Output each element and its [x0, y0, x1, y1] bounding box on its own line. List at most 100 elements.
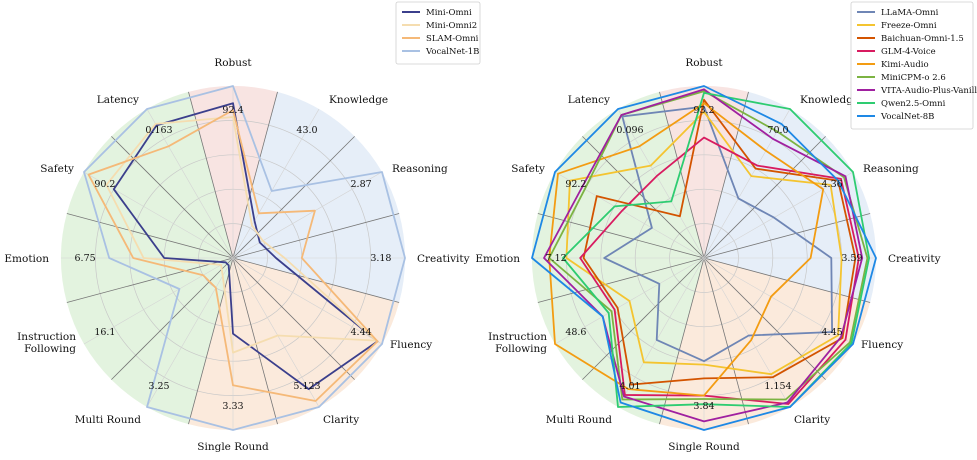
axis-label-multi-round: Multi Round — [75, 414, 142, 426]
axis-max-multi-round: 4.01 — [619, 381, 640, 392]
axis-label-safety: Safety — [511, 163, 545, 175]
axis-max-single-round: 3.33 — [222, 401, 243, 412]
axis-label-safety: Safety — [40, 163, 74, 175]
axis-label-emotion: Emotion — [475, 253, 520, 265]
sector-divider — [232, 213, 400, 259]
axis-label-knowledge: Knowledge — [800, 94, 859, 106]
radar-chart-right: 93.2 70.0 4.36 3.59 4.45 1.154 3.84 4.01 48.6 7.1… — [475, 57, 940, 453]
legend-right: LLaMA-Omni Freeze-Omni Baichuan-Omni-1.5 GL… — [850, 1, 977, 130]
axis-max-knowledge: 43.0 — [296, 125, 317, 136]
series-mini-omni — [112, 102, 379, 391]
sector-divider — [111, 257, 234, 380]
axis-max-emotion: 7.12 — [546, 253, 567, 264]
legend-label-vita-audio-plus-vanilla: VITA-Audio-Plus-Vanilla — [880, 86, 977, 96]
axis-label-reasoning: Reasoning — [392, 163, 448, 175]
axis-line-fluency — [232, 257, 383, 345]
sector-divider — [232, 136, 355, 259]
legend-label-freeze-omni: Freeze-Omni — [881, 21, 937, 31]
axis-max-knowledge: 70.0 — [767, 125, 788, 136]
axis-max-creativity: 3.59 — [841, 253, 862, 264]
legend-label-minicpm-o-2-6: MiniCPM-o 2.6 — [881, 73, 946, 83]
sector-divider — [537, 257, 705, 303]
axis-max-reasoning: 4.36 — [822, 179, 843, 190]
axis-label-creativity: Creativity — [888, 253, 941, 265]
axis-label-single-round: Single Round — [197, 441, 269, 453]
axis-label-clarity: Clarity — [794, 414, 830, 426]
legend-label-mini-omni2: Mini-Omni2 — [426, 21, 477, 31]
axis-max-emotion: 6.75 — [75, 253, 96, 264]
axis-label-instruction-following: Instruction Following — [488, 331, 547, 355]
axis-label-fluency: Fluency — [861, 339, 903, 351]
axis-label-latency: Latency — [97, 94, 139, 106]
legend-label-qwen2-5-omni: Qwen2.5-Omni — [881, 99, 946, 109]
axis-line-safety — [554, 171, 705, 259]
sector-divider — [111, 136, 234, 259]
legend-label-vocalnet-8b: VocalNet-8B — [880, 112, 934, 122]
series-qwen2-5-omni — [562, 92, 870, 408]
axis-line-clarity — [703, 257, 791, 408]
sector-divider — [232, 257, 278, 425]
sector-divider — [537, 213, 705, 259]
axis-max-fluency: 4.45 — [822, 327, 843, 338]
axis-max-instruction-following: 48.6 — [565, 327, 586, 338]
sector-divider — [66, 213, 234, 259]
axis-label-fluency: Fluency — [390, 339, 432, 351]
axis-max-safety: 92.2 — [565, 179, 586, 190]
axis-label-emotion: Emotion — [4, 253, 49, 265]
sector-divider — [659, 257, 705, 425]
sector-divider — [703, 213, 871, 259]
axis-max-safety: 90.2 — [94, 179, 115, 190]
series-vita-audio-plus-vanilla — [543, 88, 864, 423]
series-kimi-audio — [548, 102, 825, 397]
axis-line-safety — [83, 171, 234, 259]
legend-label-baichuan-omni-1-5: Baichuan-Omni-1.5 — [881, 34, 964, 44]
sector-divider — [232, 91, 278, 259]
axis-max-single-round: 3.84 — [693, 401, 714, 412]
axis-label-robust: Robust — [214, 57, 252, 69]
series-vocalnet-8b — [531, 85, 877, 431]
axis-line-reasoning — [232, 171, 383, 259]
axis-max-clarity: 5.123 — [293, 381, 320, 392]
axis-label-knowledge: Knowledge — [329, 94, 388, 106]
sector-divider — [582, 257, 705, 380]
legend-label-mini-omni: Mini-Omni — [426, 8, 472, 18]
axis-label-robust: Robust — [685, 57, 723, 69]
axis-max-clarity: 1.154 — [764, 381, 791, 392]
axis-line-reasoning — [703, 171, 854, 259]
series-freeze-omni — [565, 110, 843, 376]
legend-box — [850, 1, 974, 130]
radar-chart-left: 92.4 43.0 2.87 3.18 4.44 5.123 3.33 3.25 16.1 6.7… — [4, 57, 469, 453]
axis-line-latency — [146, 108, 234, 259]
axis-line-knowledge — [703, 108, 791, 259]
legend-left: Mini-Omni Mini-Omni2 SLAM-Omni VocalNet-1B — [395, 1, 481, 65]
axis-line-knowledge — [232, 108, 320, 259]
series-minicpm-o-2-6 — [548, 90, 869, 401]
axis-line-instruction-following — [83, 257, 234, 345]
legend-label-llama-omni: LLaMA-Omni — [881, 8, 939, 18]
axis-max-creativity: 3.18 — [370, 253, 391, 264]
legend-label-slam-omni: SLAM-Omni — [426, 34, 479, 44]
sector-divider — [703, 136, 826, 259]
sector-divider — [66, 257, 234, 303]
sector-divider — [232, 257, 400, 303]
legend-box — [395, 1, 481, 65]
series-vocalnet-1b — [83, 85, 406, 431]
axis-max-latency: 0.163 — [145, 125, 172, 136]
axis-max-robust: 93.2 — [693, 105, 714, 116]
axis-line-latency — [617, 108, 705, 259]
legend-label-glm-4-voice: GLM-4-Voice — [881, 47, 936, 57]
axis-label-single-round: Single Round — [668, 441, 740, 453]
legend-label-vocalnet-1b: VocalNet-1B — [425, 47, 479, 57]
axis-label-latency: Latency — [568, 94, 610, 106]
sector-divider — [703, 257, 749, 425]
sector-divider — [659, 91, 705, 259]
axis-max-instruction-following: 16.1 — [94, 327, 115, 338]
series-slam-omni — [87, 109, 379, 402]
sector-divider — [703, 91, 749, 259]
axis-label-multi-round: Multi Round — [546, 414, 613, 426]
axis-max-robust: 92.4 — [222, 105, 243, 116]
series-mini-omni2 — [105, 116, 377, 354]
legend-label-kimi-audio: Kimi-Audio — [881, 60, 929, 70]
axis-line-fluency — [703, 257, 854, 345]
